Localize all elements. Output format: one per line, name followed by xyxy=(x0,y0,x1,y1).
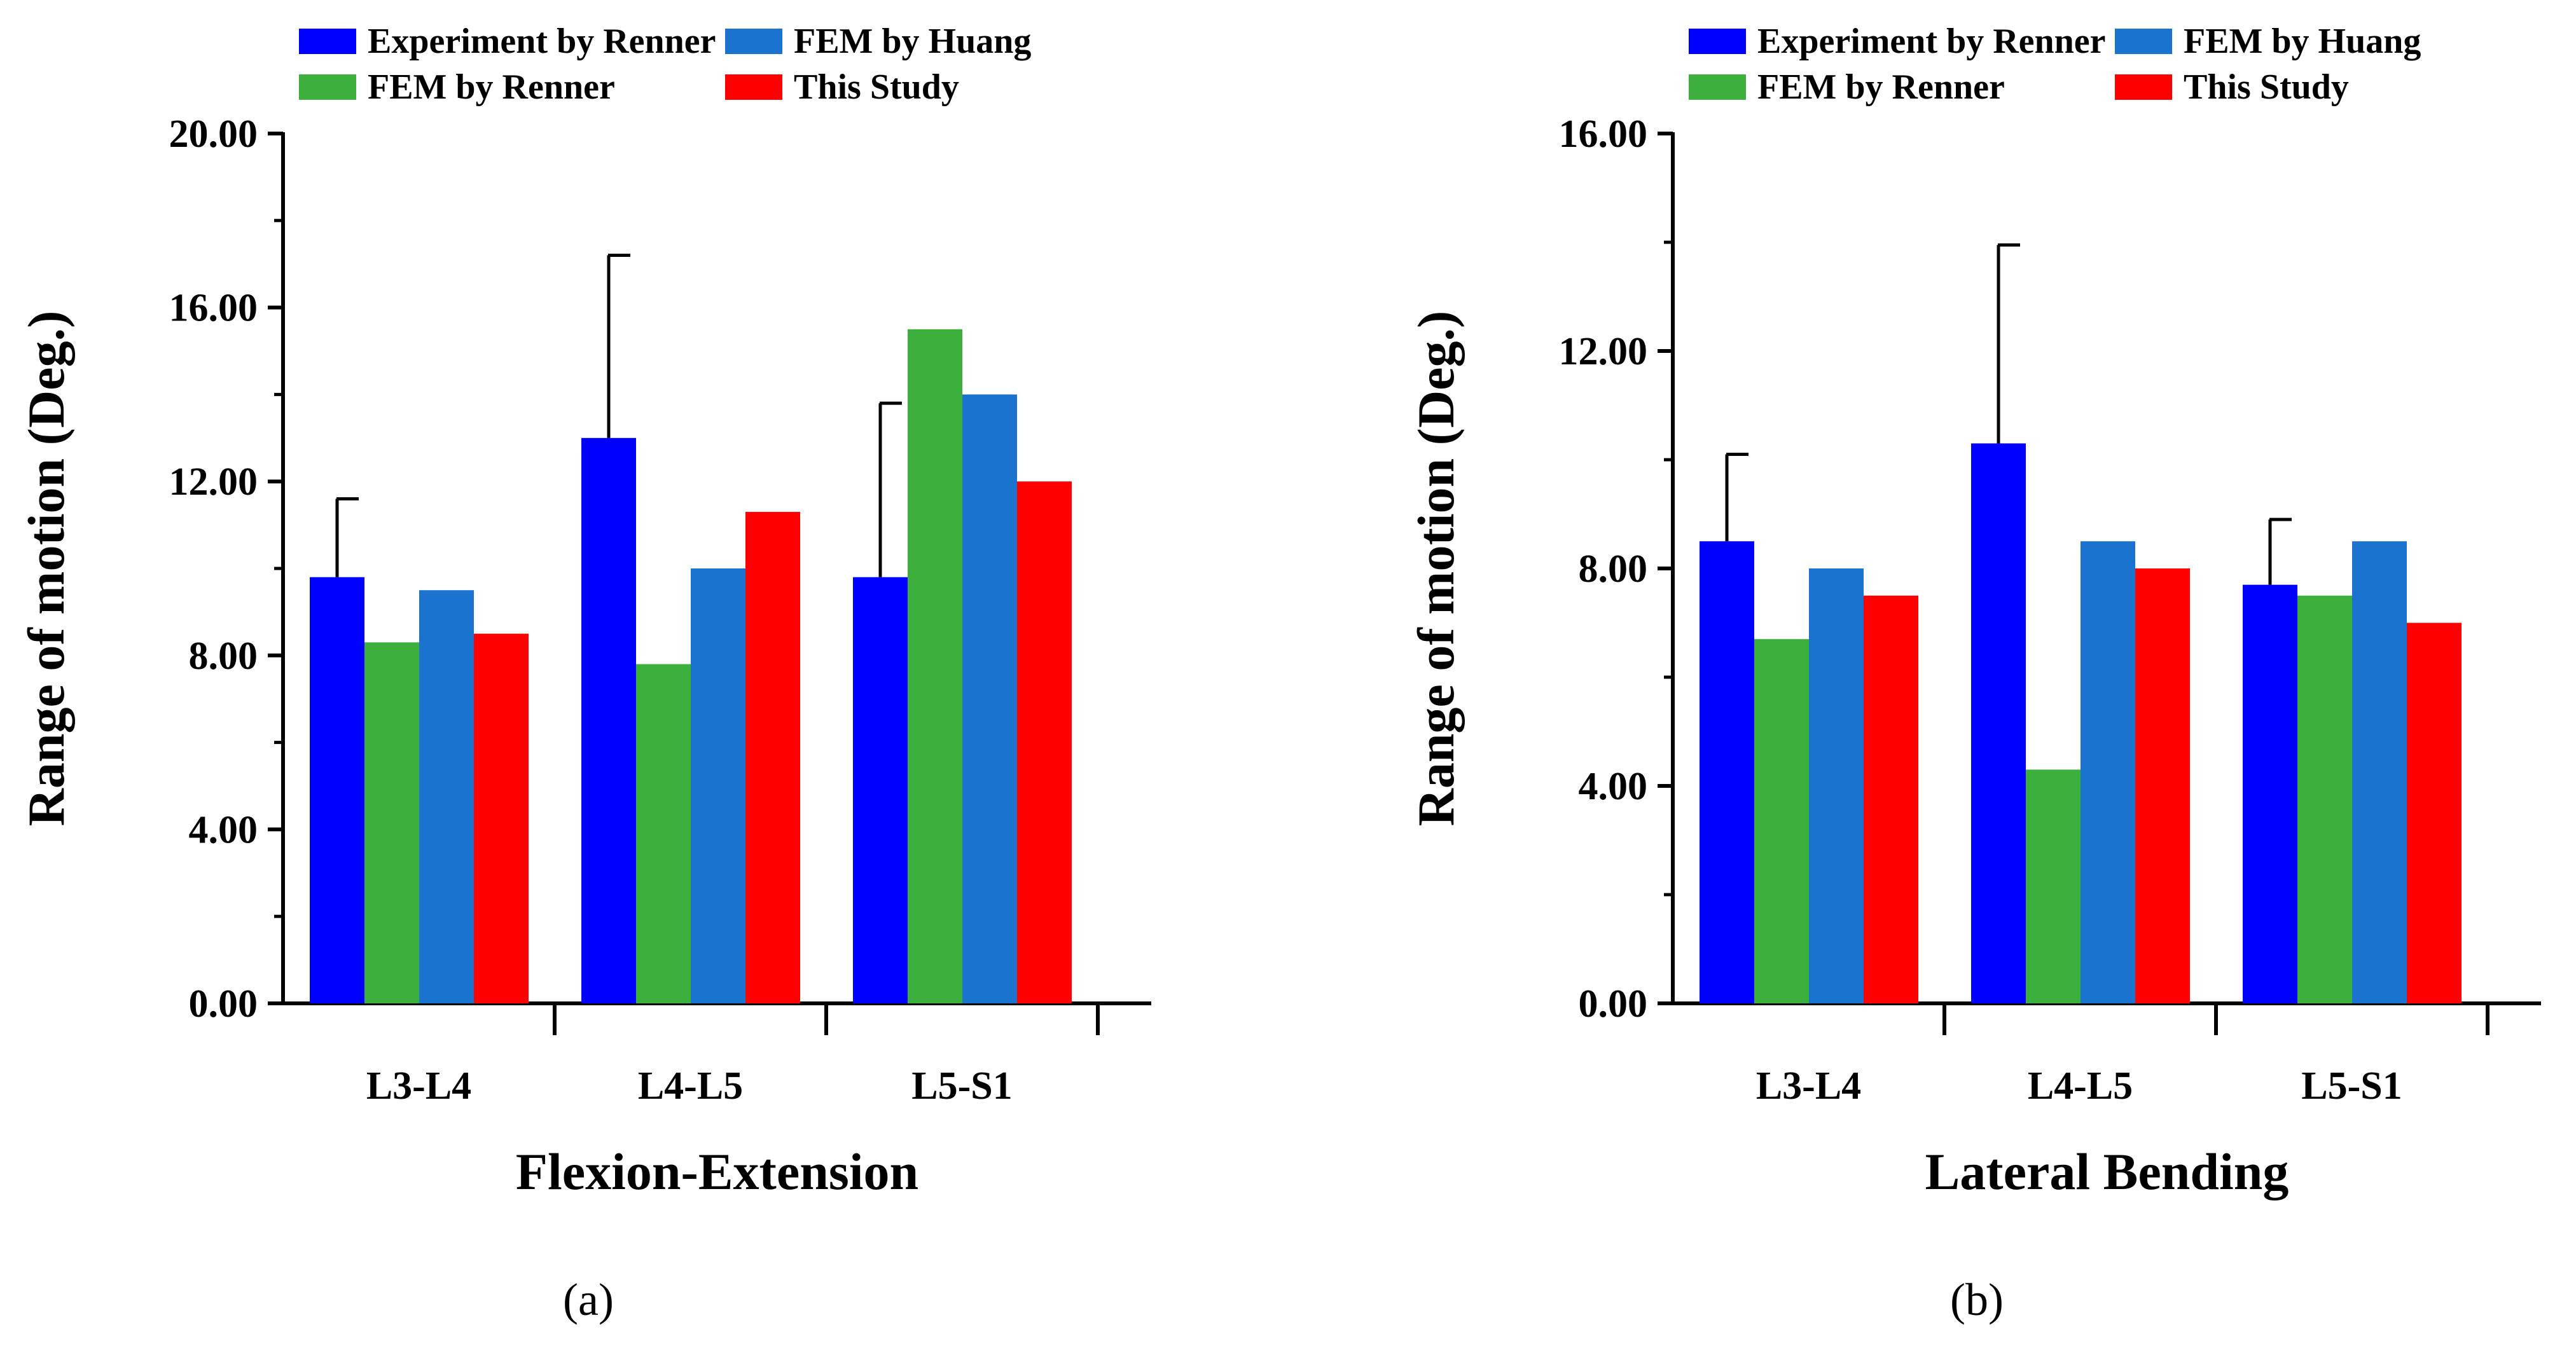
legend-label: FEM by Renner xyxy=(1757,67,2005,107)
y-tick-label: 12.00 xyxy=(1559,330,1648,373)
legend-swatch xyxy=(2115,29,2172,54)
bar-experiment-by-renner-l4-l5 xyxy=(1971,443,2026,1003)
y-tick-label: 20.00 xyxy=(169,113,258,156)
x-category-label: L4-L5 xyxy=(638,1064,743,1108)
bar-experiment-by-renner-l4-l5 xyxy=(581,437,636,1003)
x-category-label: L5-S1 xyxy=(911,1064,1012,1108)
bar-fem-by-huang-l4-l5 xyxy=(2081,541,2135,1003)
bar-fem-by-renner-l4-l5 xyxy=(2026,769,2081,1003)
bar-this-study-l4-l5 xyxy=(745,512,800,1003)
legend-item: FEM by Huang xyxy=(725,22,1031,61)
bar-experiment-by-renner-l3-l4 xyxy=(1700,541,1754,1003)
legend-label: Experiment by Renner xyxy=(1757,22,2106,61)
y-axis-title: Range of motion (Deg.) xyxy=(17,311,75,827)
x-axis-title: Flexion-Extension xyxy=(516,1143,918,1200)
legend-item: Experiment by Renner xyxy=(1689,22,2106,61)
bar-this-study-l5-s1 xyxy=(1017,481,1072,1003)
chart-panel-2: 0.00 4.00 8.00 12.00 16.00 L3-L4 L4-L5 L5-S1 Ran… xyxy=(1407,22,2541,1325)
legend-label: FEM by Renner xyxy=(368,67,615,107)
panel-label: (b) xyxy=(1950,1274,2004,1325)
bar-fem-by-renner-l4-l5 xyxy=(636,664,691,1003)
bar-fem-by-renner-l5-s1 xyxy=(2297,595,2352,1003)
y-tick-label: 4.00 xyxy=(189,808,258,851)
y-tick-label: 16.00 xyxy=(169,287,258,330)
legend-item: This Study xyxy=(2115,67,2349,107)
panel-label: (a) xyxy=(563,1274,614,1325)
legend-swatch xyxy=(725,29,782,54)
bar-experiment-by-renner-l5-s1 xyxy=(853,577,908,1003)
bar-this-study-l4-l5 xyxy=(2135,568,2190,1003)
legend-swatch xyxy=(725,74,782,100)
bar-fem-by-huang-l5-s1 xyxy=(2352,541,2407,1003)
bar-fem-by-renner-l3-l4 xyxy=(364,642,419,1003)
x-category-label: L3-L4 xyxy=(366,1064,471,1108)
x-category-label: L3-L4 xyxy=(1756,1064,1861,1108)
legend-label: Experiment by Renner xyxy=(368,22,716,61)
bar-fem-by-huang-l5-s1 xyxy=(962,394,1017,1003)
legend-item: FEM by Huang xyxy=(2115,22,2421,61)
y-tick-label: 0.00 xyxy=(189,982,258,1026)
legend-swatch xyxy=(299,74,356,100)
x-axis-title: Lateral Bending xyxy=(1925,1143,2289,1200)
legend-swatch xyxy=(299,29,356,54)
legend-swatch xyxy=(2115,74,2172,100)
y-tick-label: 4.00 xyxy=(1579,765,1648,808)
bar-this-study-l3-l4 xyxy=(1864,595,1918,1003)
legend-label: FEM by Huang xyxy=(2184,22,2421,61)
bar-this-study-l3-l4 xyxy=(474,633,529,1003)
legend-swatch xyxy=(1689,29,1746,54)
x-category-label: L5-S1 xyxy=(2301,1064,2402,1108)
legend-swatch xyxy=(1689,74,1746,100)
legend-item: Experiment by Renner xyxy=(299,22,716,61)
y-tick-label: 8.00 xyxy=(189,635,258,678)
y-tick-label: 0.00 xyxy=(1579,982,1648,1026)
legend-item: FEM by Renner xyxy=(1689,67,2005,107)
y-tick-label: 12.00 xyxy=(169,460,258,504)
bar-fem-by-renner-l5-s1 xyxy=(908,329,962,1003)
chart-panel-1: 0.00 4.00 8.00 12.00 16.00 20.00 L3-L4 L4-L5 L5-… xyxy=(17,22,1151,1325)
bar-fem-by-huang-l4-l5 xyxy=(691,568,745,1003)
bar-experiment-by-renner-l3-l4 xyxy=(310,577,364,1003)
bar-fem-by-huang-l3-l4 xyxy=(1809,568,1864,1003)
bar-experiment-by-renner-l5-s1 xyxy=(2243,584,2297,1003)
x-category-label: L4-L5 xyxy=(2028,1064,2133,1108)
legend-label: FEM by Huang xyxy=(794,22,1031,61)
legend-label: This Study xyxy=(794,67,959,107)
y-tick-label: 16.00 xyxy=(1559,113,1648,156)
legend-item: This Study xyxy=(725,67,959,107)
bar-fem-by-renner-l3-l4 xyxy=(1754,639,1809,1003)
bar-fem-by-huang-l3-l4 xyxy=(419,590,474,1003)
y-tick-label: 8.00 xyxy=(1579,547,1648,591)
y-axis-title: Range of motion (Deg.) xyxy=(1407,311,1465,827)
legend-label: This Study xyxy=(2184,67,2349,107)
bar-this-study-l5-s1 xyxy=(2407,622,2462,1003)
legend-item: FEM by Renner xyxy=(299,67,615,107)
